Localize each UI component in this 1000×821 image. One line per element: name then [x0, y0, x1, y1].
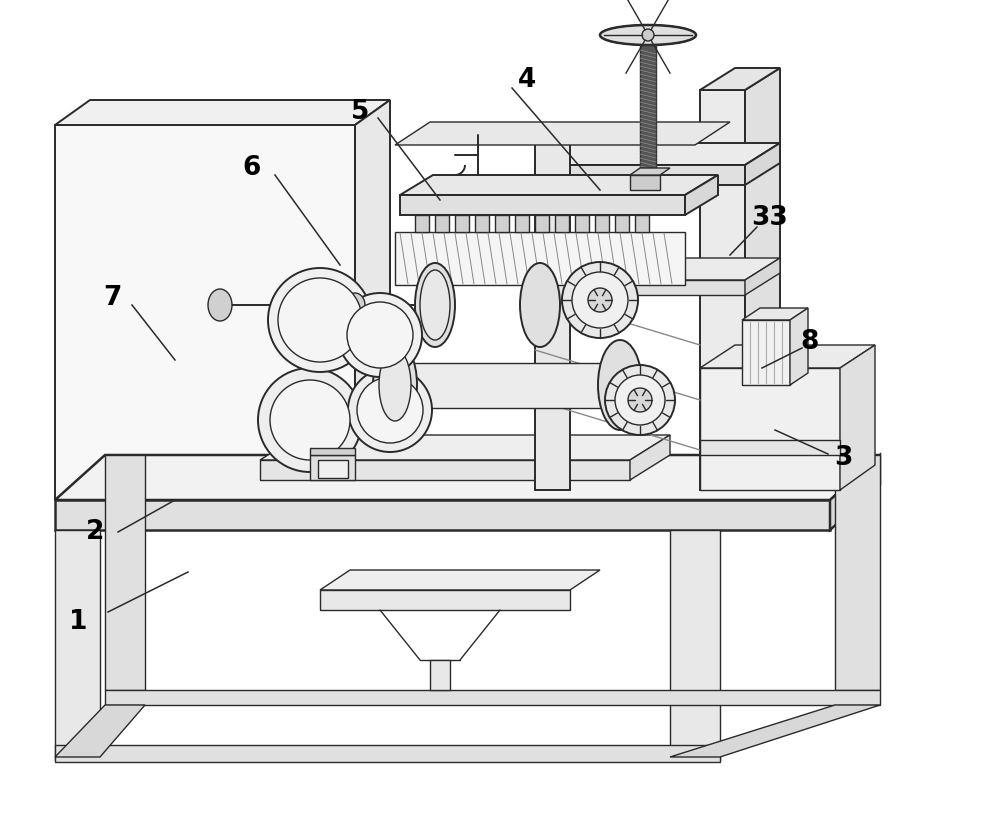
Polygon shape	[700, 368, 840, 490]
Polygon shape	[830, 455, 880, 530]
Circle shape	[642, 29, 654, 41]
Polygon shape	[635, 215, 649, 232]
Circle shape	[615, 375, 665, 425]
Ellipse shape	[373, 340, 417, 430]
Polygon shape	[700, 440, 840, 455]
Polygon shape	[55, 100, 390, 125]
Circle shape	[605, 365, 675, 435]
Polygon shape	[742, 308, 808, 320]
Polygon shape	[595, 215, 609, 232]
Polygon shape	[670, 530, 720, 760]
Text: 7: 7	[103, 285, 121, 311]
Polygon shape	[840, 345, 875, 490]
Polygon shape	[260, 435, 670, 460]
Text: 8: 8	[801, 329, 819, 355]
Ellipse shape	[345, 293, 365, 317]
Ellipse shape	[415, 263, 455, 347]
Circle shape	[270, 380, 350, 460]
Polygon shape	[55, 455, 880, 500]
Polygon shape	[700, 68, 780, 90]
Polygon shape	[320, 590, 570, 610]
Polygon shape	[535, 143, 570, 490]
Circle shape	[572, 272, 628, 328]
Polygon shape	[685, 175, 718, 215]
Polygon shape	[400, 195, 685, 215]
Polygon shape	[535, 165, 745, 185]
Text: 1: 1	[69, 609, 87, 635]
Circle shape	[258, 368, 362, 472]
Polygon shape	[395, 363, 620, 408]
Polygon shape	[318, 460, 348, 478]
Polygon shape	[415, 215, 429, 232]
Polygon shape	[745, 143, 780, 185]
Polygon shape	[630, 435, 670, 480]
Polygon shape	[320, 570, 600, 590]
Polygon shape	[535, 143, 780, 165]
Polygon shape	[535, 258, 780, 280]
Text: 3: 3	[834, 445, 852, 471]
Ellipse shape	[208, 289, 232, 321]
Polygon shape	[555, 215, 569, 232]
Circle shape	[588, 288, 612, 312]
Polygon shape	[630, 175, 660, 190]
Polygon shape	[435, 215, 449, 232]
Polygon shape	[515, 215, 529, 232]
Polygon shape	[260, 460, 630, 480]
Polygon shape	[355, 100, 390, 500]
Text: 4: 4	[518, 67, 536, 93]
Polygon shape	[455, 215, 469, 232]
Circle shape	[357, 377, 423, 443]
Polygon shape	[790, 308, 808, 385]
Ellipse shape	[420, 270, 450, 340]
Polygon shape	[310, 448, 355, 455]
Polygon shape	[495, 215, 509, 232]
Polygon shape	[55, 530, 100, 760]
Polygon shape	[535, 215, 549, 232]
Polygon shape	[55, 500, 830, 530]
Polygon shape	[700, 90, 745, 490]
Text: 2: 2	[86, 519, 104, 545]
Ellipse shape	[598, 340, 642, 430]
Polygon shape	[395, 232, 685, 285]
Bar	[430, 660, 450, 690]
Ellipse shape	[379, 349, 411, 421]
Polygon shape	[630, 168, 670, 175]
Text: 33: 33	[752, 205, 788, 231]
Circle shape	[628, 388, 652, 412]
Polygon shape	[105, 455, 145, 690]
Polygon shape	[615, 215, 629, 232]
Polygon shape	[535, 280, 745, 295]
Polygon shape	[55, 745, 720, 762]
Polygon shape	[400, 175, 718, 195]
Polygon shape	[55, 705, 145, 757]
Polygon shape	[742, 320, 790, 385]
Circle shape	[562, 262, 638, 338]
Polygon shape	[745, 258, 780, 295]
Polygon shape	[640, 45, 656, 180]
Circle shape	[347, 302, 413, 368]
Polygon shape	[670, 705, 880, 757]
Circle shape	[268, 268, 372, 372]
Polygon shape	[835, 455, 880, 690]
Polygon shape	[745, 68, 780, 490]
Polygon shape	[395, 122, 730, 145]
Ellipse shape	[520, 263, 560, 347]
Polygon shape	[575, 215, 589, 232]
Polygon shape	[475, 215, 489, 232]
Circle shape	[338, 293, 422, 377]
Ellipse shape	[600, 25, 696, 45]
Polygon shape	[105, 690, 880, 705]
Polygon shape	[700, 345, 875, 368]
Circle shape	[278, 278, 362, 362]
Text: 6: 6	[243, 155, 261, 181]
Text: 5: 5	[351, 99, 369, 125]
Polygon shape	[55, 125, 355, 500]
Polygon shape	[310, 455, 355, 480]
Circle shape	[348, 368, 432, 452]
